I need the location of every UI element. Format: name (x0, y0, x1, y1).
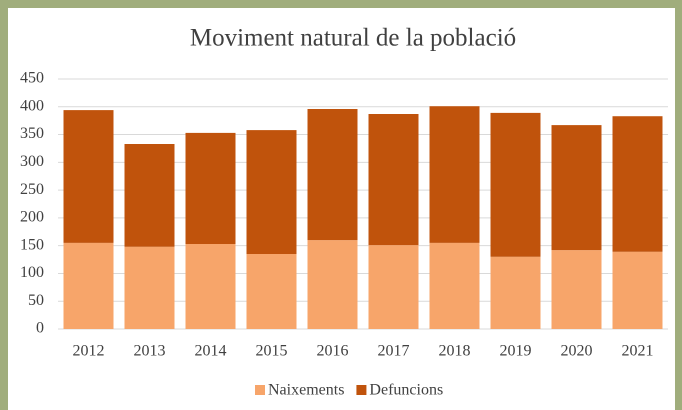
bar-segment (490, 256, 541, 329)
bar-segment (124, 144, 175, 247)
y-tick-label: 150 (20, 236, 44, 253)
x-tick-label: 2018 (439, 343, 471, 360)
x-tick-label: 2014 (195, 343, 227, 360)
bar-segment (307, 109, 358, 241)
bar-segment (246, 130, 297, 254)
y-tick-label: 400 (20, 97, 44, 114)
bar-segment (63, 110, 114, 243)
bar-segment (429, 242, 480, 329)
y-tick-label: 100 (20, 264, 44, 281)
x-tick-label: 2021 (622, 343, 654, 360)
legend-swatch (255, 385, 265, 395)
y-tick-label: 200 (20, 209, 44, 226)
bar-segment (185, 244, 236, 329)
bar-segment (551, 125, 602, 251)
legend-label: Naixements (268, 382, 344, 399)
bar-segment (368, 114, 419, 246)
bar-segment (612, 251, 663, 329)
y-tick-label: 450 (20, 70, 44, 87)
bar-segment (429, 106, 480, 243)
x-tick-label: 2020 (561, 343, 593, 360)
y-tick-label: 250 (20, 181, 44, 198)
y-tick-label: 0 (36, 320, 44, 337)
bar-segment (551, 250, 602, 329)
x-tick-label: 2012 (73, 343, 105, 360)
y-tick-label: 350 (20, 125, 44, 142)
bar-segment (246, 254, 297, 329)
x-tick-label: 2017 (378, 343, 410, 360)
x-tick-label: 2016 (317, 343, 349, 360)
bar-segment (63, 242, 114, 329)
y-tick-label: 50 (28, 292, 44, 309)
y-tick-label: 300 (20, 153, 44, 170)
legend-label: Defuncions (369, 382, 443, 399)
legend-swatch (356, 385, 367, 395)
bar-segment (124, 246, 175, 329)
bar-segment (490, 112, 541, 257)
bar-segment (185, 132, 236, 244)
bar-segment (368, 245, 419, 329)
bar-segment (307, 240, 358, 329)
x-tick-label: 2019 (500, 343, 532, 360)
x-tick-label: 2013 (134, 343, 166, 360)
bar-segment (612, 116, 663, 252)
x-tick-label: 2015 (256, 343, 288, 360)
chart-title: Moviment natural de la població (190, 25, 516, 52)
